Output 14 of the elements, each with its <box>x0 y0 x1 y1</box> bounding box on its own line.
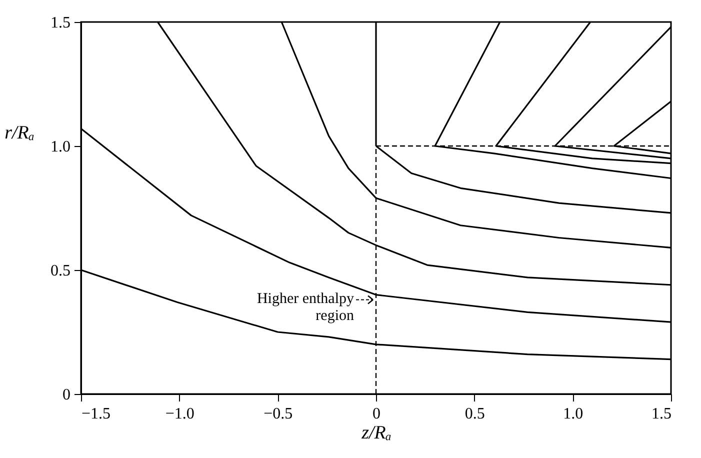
x-tick-label: 1.5 <box>652 406 672 422</box>
x-tick-label: −1.5 <box>82 406 111 422</box>
y-tick-label: 1.5 <box>50 14 70 32</box>
y-axis-title: r/Rₐ <box>4 122 34 144</box>
x-tick-label: 0 <box>372 406 380 422</box>
x-axis-title: z/Rₐ <box>360 422 392 444</box>
x-tick-label: −0.5 <box>264 406 293 422</box>
annotation: Higher enthalpy region <box>256 290 354 324</box>
y-tick-label: 1.0 <box>50 138 70 156</box>
y-tick-label: 0.5 <box>50 262 70 280</box>
x-tick-label: 1.0 <box>563 406 584 422</box>
x-tick-label: −1.0 <box>165 406 194 422</box>
y-tick-label: 0 <box>62 386 70 404</box>
x-tick-label: 0.5 <box>464 406 485 422</box>
